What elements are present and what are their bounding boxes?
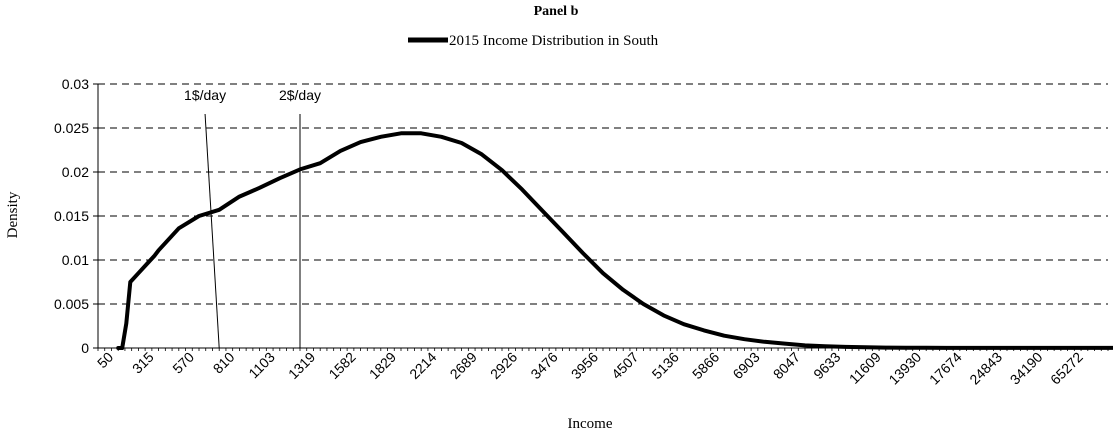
- y-tick-label: 0: [81, 340, 89, 356]
- x-tick-label: 570: [169, 349, 197, 377]
- x-tick-label: 65272: [1047, 349, 1086, 388]
- y-tick-label: 0.015: [54, 208, 89, 224]
- x-tick-label: 17674: [926, 349, 965, 388]
- x-tick-label: 13930: [885, 349, 924, 388]
- y-axis-label: Density: [5, 191, 21, 238]
- axes: [93, 83, 1109, 351]
- x-tick-label: 50: [94, 349, 116, 371]
- y-tick-label: 0.005: [54, 296, 89, 312]
- series-line: [116, 131, 1113, 350]
- x-tick-label: 1319: [285, 349, 318, 382]
- x-tick-label: 5136: [649, 349, 682, 382]
- chart-title: Panel b: [534, 4, 579, 19]
- y-tick-label: 0.02: [62, 164, 89, 180]
- x-tick-label: 2214: [406, 349, 439, 382]
- annotations: 1$/day 2$/day: [184, 87, 321, 349]
- annotation-line: [204, 113, 220, 349]
- x-tick-label: 9633: [810, 349, 843, 382]
- annotation-label: 2$/day: [279, 87, 321, 103]
- x-tick-label: 1582: [325, 349, 358, 382]
- x-tick-label: 2926: [487, 349, 520, 382]
- y-tick-labels: 0 0.005 0.01 0.015 0.02 0.025 0.03: [54, 76, 89, 356]
- x-tick-label: 8047: [770, 349, 803, 382]
- x-tick-labels: 50 315 570 810 1103 1319 1582 1829 2214 2689 2926 3…: [94, 349, 1086, 388]
- legend: 2015 Income Distribution in South: [408, 33, 659, 49]
- y-tick-label: 0.025: [54, 120, 89, 136]
- x-tick-label: 5866: [689, 349, 722, 382]
- x-axis-label: Income: [568, 416, 613, 432]
- x-tick-label: 1829: [366, 349, 399, 382]
- y-tick-label: 0.03: [62, 76, 89, 92]
- x-tick-label: 3956: [568, 349, 601, 382]
- x-tick-label: 6903: [729, 349, 762, 382]
- x-tick-label: 1103: [245, 349, 278, 382]
- annotation-label: 1$/day: [184, 87, 226, 103]
- x-tick-label: 315: [129, 349, 157, 377]
- legend-label: 2015 Income Distribution in South: [449, 33, 659, 49]
- x-tick-label: 34190: [1007, 349, 1046, 388]
- x-tick-label: 810: [210, 349, 238, 377]
- series: [116, 131, 1113, 350]
- y-tick-label: 0.01: [62, 252, 89, 268]
- x-tick-label: 24843: [966, 349, 1005, 388]
- x-tick-label: 11609: [846, 349, 884, 387]
- x-tick-label: 2689: [447, 349, 480, 382]
- gridlines: [98, 83, 1108, 305]
- x-tick-label: 3476: [527, 349, 560, 382]
- x-tick-label: 4507: [608, 349, 641, 382]
